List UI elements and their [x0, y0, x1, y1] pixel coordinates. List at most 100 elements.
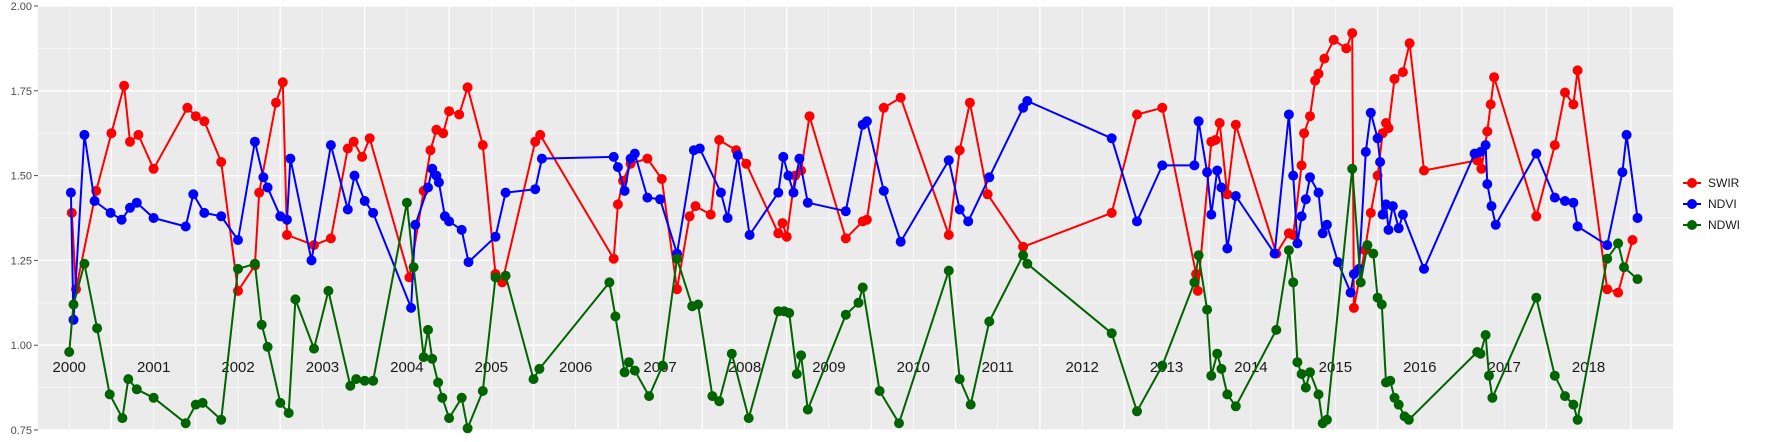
data-point-ndwi	[1531, 292, 1542, 303]
data-point-ndwi	[1602, 253, 1613, 264]
data-point-swir	[1214, 118, 1225, 128]
data-point-ndvi	[368, 207, 379, 218]
data-point-ndvi	[1397, 209, 1408, 220]
data-point-ndwi	[68, 299, 79, 310]
legend-label: NDWI	[1708, 218, 1740, 232]
data-point-swir	[1157, 102, 1168, 113]
data-point-ndvi	[89, 196, 100, 206]
data-point-ndwi	[351, 374, 362, 385]
data-point-ndvi	[463, 257, 474, 268]
data-point-ndwi	[1484, 370, 1494, 381]
data-point-swir	[535, 129, 546, 140]
data-point-ndvi	[1393, 223, 1404, 234]
data-point-swir	[741, 158, 752, 169]
data-point-ndwi	[1487, 392, 1498, 403]
data-point-ndvi	[1486, 201, 1497, 212]
data-point-swir	[1627, 235, 1638, 245]
data-point-ndwi	[857, 282, 868, 293]
data-point-ndwi	[368, 375, 379, 386]
data-point-swir	[1347, 28, 1358, 39]
data-point-swir	[781, 231, 792, 242]
data-point-swir	[1018, 241, 1029, 252]
data-point-ndwi	[619, 367, 630, 378]
data-point-ndvi	[456, 224, 467, 235]
data-point-ndvi	[1377, 209, 1388, 220]
data-point-swir	[1419, 165, 1429, 176]
year-label: 2014	[1234, 359, 1267, 376]
data-point-ndvi	[444, 216, 455, 227]
year-label: 2011	[982, 359, 1014, 376]
data-point-ndwi	[309, 343, 319, 354]
data-point-swir	[1222, 189, 1233, 200]
data-point-ndvi	[1106, 133, 1117, 144]
data-point-swir	[325, 233, 336, 244]
year-label: 2003	[306, 359, 339, 376]
data-point-swir	[1560, 87, 1570, 98]
data-point-swir	[1476, 163, 1487, 174]
data-point-ndwi	[802, 404, 813, 415]
data-point-ndwi	[408, 262, 419, 273]
data-point-swir	[1210, 135, 1221, 145]
data-point-ndwi	[477, 386, 488, 396]
data-point-ndvi	[629, 148, 640, 159]
data-point-swir	[1489, 72, 1500, 83]
data-point-swir	[199, 116, 210, 127]
data-point-ndwi	[197, 397, 208, 408]
data-point-ndvi	[1193, 116, 1204, 127]
data-point-swir	[1613, 287, 1624, 298]
data-point-ndvi	[116, 214, 127, 225]
data-point-ndvi	[490, 231, 501, 242]
data-point-ndvi	[1157, 160, 1168, 171]
data-point-ndwi	[1313, 389, 1324, 400]
data-point-ndwi	[1560, 391, 1570, 402]
data-point-swir	[982, 189, 993, 200]
major-gridlines	[38, 5, 1673, 431]
data-point-ndwi	[92, 323, 103, 334]
data-point-ndvi	[788, 187, 799, 198]
legend-key-point	[1687, 220, 1697, 230]
data-point-swir	[357, 151, 368, 162]
data-point-ndvi	[1202, 167, 1213, 178]
data-point-ndwi	[743, 413, 754, 424]
data-point-ndvi	[895, 236, 906, 247]
year-label: 2000	[53, 359, 86, 376]
data-point-ndwi	[275, 397, 286, 408]
y-tick-label: 1.50	[11, 171, 32, 183]
data-point-ndvi	[1475, 146, 1486, 157]
data-point-ndwi	[148, 392, 159, 403]
data-point-swir	[861, 214, 872, 225]
data-point-ndwi	[629, 365, 640, 376]
data-point-ndwi	[1572, 414, 1583, 425]
data-point-ndvi	[1360, 146, 1371, 157]
data-point-ndwi	[427, 353, 438, 364]
data-point-ndvi	[878, 185, 889, 196]
data-point-ndvi	[954, 204, 965, 215]
data-point-swir	[684, 211, 695, 222]
data-point-swir	[125, 136, 135, 147]
data-point-ndwi	[1157, 360, 1168, 371]
data-point-ndvi	[1480, 140, 1491, 151]
data-point-swir	[364, 133, 375, 144]
data-point-ndwi	[1216, 363, 1227, 374]
data-point-ndwi	[283, 408, 294, 418]
data-point-ndwi	[456, 392, 467, 403]
data-point-swir	[1365, 207, 1376, 218]
data-point-ndvi	[1189, 160, 1200, 171]
data-point-ndvi	[410, 219, 421, 230]
data-point-ndwi	[965, 399, 976, 410]
data-point-ndwi	[534, 363, 545, 374]
year-label: 2016	[1403, 359, 1436, 376]
data-point-swir	[690, 201, 701, 212]
data-point-ndvi	[861, 116, 872, 127]
data-point-swir	[1296, 160, 1307, 171]
data-point-swir	[1305, 111, 1315, 122]
data-point-swir	[895, 92, 906, 103]
legend-key-point	[1687, 178, 1697, 188]
data-point-ndwi	[262, 341, 273, 352]
year-label: 2002	[221, 359, 254, 376]
data-point-ndvi	[1022, 96, 1033, 106]
data-point-swir	[133, 129, 144, 140]
data-point-ndwi	[984, 316, 995, 327]
data-point-ndvi	[105, 207, 116, 218]
data-point-ndwi	[1632, 274, 1643, 285]
